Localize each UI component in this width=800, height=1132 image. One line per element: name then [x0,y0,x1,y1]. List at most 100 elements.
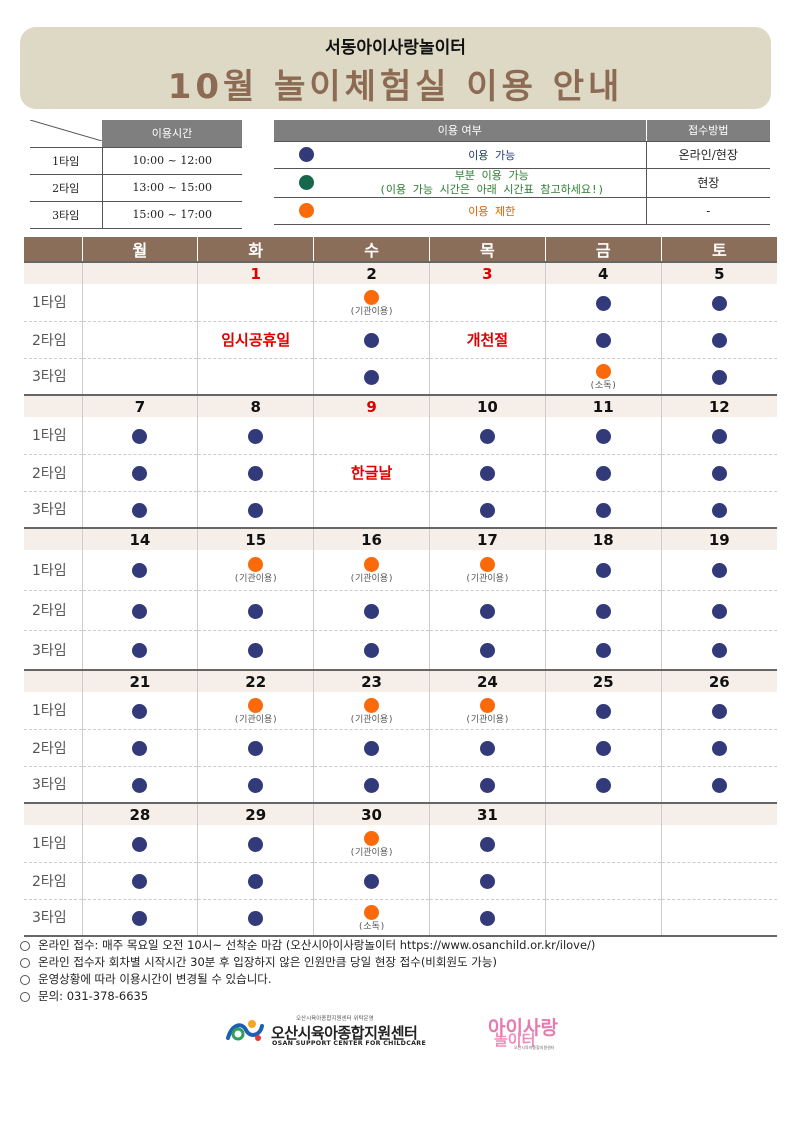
slot-cell [82,284,199,322]
slot-cell [82,766,199,804]
slot-note: (기관이용) [233,714,278,725]
slot-cell [313,358,430,396]
available-dot-icon [595,333,611,348]
date-cell: 5 [661,261,777,284]
slot-cell [82,550,199,591]
slot-cell [545,590,662,631]
slot-cell [429,454,546,492]
diagonal-line [30,120,102,141]
bullet-circle-icon [20,957,30,968]
available-dot-icon [711,466,727,481]
slot-cell [429,825,546,863]
slot-cell [661,417,777,455]
date-cell: 7 [82,394,199,417]
slot-cell [661,766,777,804]
slot-note: (기관이용) [233,574,278,585]
slot-cell [313,729,430,767]
date-cell: 19 [661,527,777,550]
slot-cell [197,766,315,804]
available-dot-icon [479,603,495,619]
slot-label: 1타임 [24,417,83,455]
date-row-blank [24,394,83,417]
holiday-label: 한글날 [350,464,393,482]
available-dot-icon [132,777,148,793]
slot-cell [197,630,315,671]
slot-cell [545,491,662,529]
slot-cell [429,417,546,455]
partial-dot-icon [298,175,314,190]
legend-row-available: 이용 가능 온라인/현장 [274,141,770,169]
time-row: 1타임 10:00 ~ 12:00 [30,147,242,175]
slot-row: 1타임 (기관이용) (기관이용) (기관이용) [24,692,777,730]
slot-label: 2타임 [24,454,83,492]
slot-row: 3타임 (소독) [24,358,777,396]
slot-cell [429,491,546,529]
slot-label: 2타임 [24,590,83,631]
date-cell: 26 [661,669,777,692]
bullet-circle-icon [20,974,30,985]
slot-label: 2타임 [24,862,83,900]
legend-dot-cell [274,168,338,198]
available-dot-icon [132,502,148,518]
slot-cell [82,454,199,492]
slot-cell [197,729,315,767]
date-cell: 2 [313,261,430,284]
available-dot-icon [711,502,727,518]
center-logo: 오산시육아종합지원센터 위탁운영 오산시육아종합지원센터 OSAN SUPPOR… [224,1014,474,1048]
date-cell: 3 [429,261,546,284]
date-cell: 25 [545,669,662,692]
legend-text: 이용 제한 [338,197,646,225]
slot-cell [197,284,315,322]
date-cell [545,802,662,825]
available-dot-icon [248,466,264,481]
available-dot-icon [132,836,148,852]
date-cell: 11 [545,394,662,417]
october-calendar: 월 화 수 목 금 토 1 2 3 4 5 1타임 (기관이용) 2타임 임시공휴일 개천절 3타임… [24,237,777,937]
slot-cell: (기관이용) [313,825,430,863]
time-row: 3타임 15:00 ~ 17:00 [30,201,242,229]
slot-cell [82,590,199,631]
available-dot-icon [711,563,727,579]
slot-cell [545,825,662,863]
slot-cell: (기관이용) [197,692,315,730]
slot-cell [545,692,662,730]
available-dot-icon [364,741,380,756]
weekday-header: 목 [429,237,546,262]
slot-cell [313,766,430,804]
available-dot-icon [711,777,727,793]
slot-cell: (기관이용) [313,692,430,730]
available-dot-icon [248,777,264,793]
slot-cell [197,825,315,863]
weekday-header: 토 [661,237,777,262]
weekday-header: 금 [545,237,662,262]
legend-text-partial: 부분 이용 가능 (이용 가능 시간은 아래 시간표 참고하세요!) [338,168,646,198]
available-dot-icon [248,428,264,444]
time-header: 이용시간 [102,120,242,148]
date-cell: 4 [545,261,662,284]
slot-cell [82,825,199,863]
slot-cell [545,862,662,900]
available-dot-icon [479,428,495,444]
weekday-header: 수 [313,237,430,262]
available-dot-icon [248,502,264,518]
available-dot-icon [479,874,495,889]
slot-label: 3타임 [24,899,83,937]
slot-cell: 한글날 [313,454,430,492]
slot-cell [313,862,430,900]
legend-method: - [645,197,770,225]
limited-dot-icon [479,697,495,713]
slot-cell [661,321,777,359]
time-table: 이용시간 1타임 10:00 ~ 12:00 2타임 13:00 ~ 15:00… [30,120,242,229]
slot-cell: (소독) [545,358,662,396]
date-cell [661,802,777,825]
available-dot-icon [248,603,264,619]
notes: 온라인 접수: 매주 목요일 오전 10시~ 선착순 마감 (오산시아이사랑놀이… [20,937,595,1005]
page-subtitle: 서동아이사랑놀이터 [325,38,466,58]
limited-dot-icon [364,830,380,846]
slot-cell [82,358,199,396]
available-dot-icon [711,703,727,719]
available-dot-icon [364,777,380,793]
slot-row: 1타임 (기관이용) (기관이용) (기관이용) [24,550,777,591]
center-small-text: 오산시육아종합지원센터 위탁운영 [296,1016,374,1022]
slot-cell [661,630,777,671]
